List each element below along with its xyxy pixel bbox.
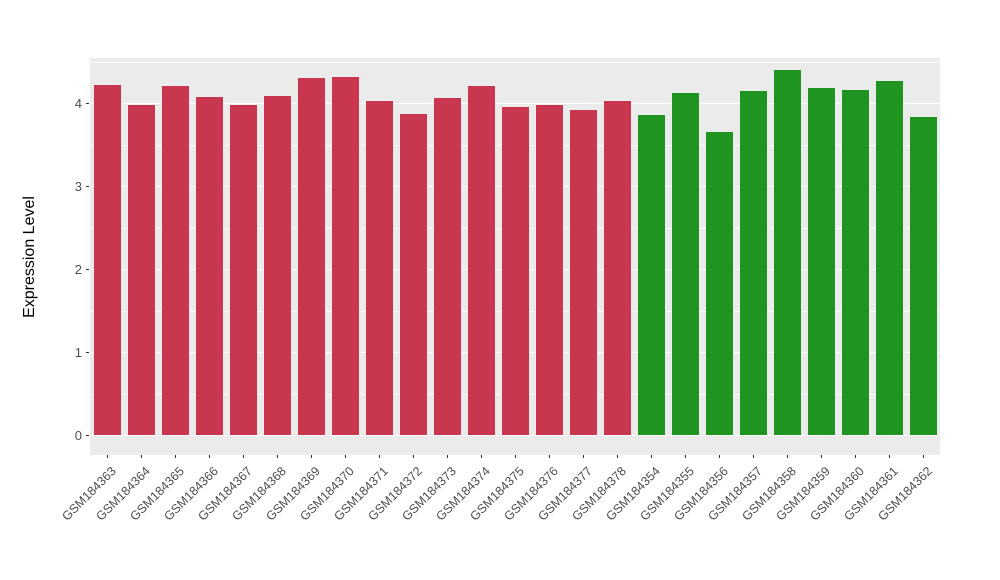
bar-GSM184363	[94, 84, 121, 435]
x-tick-mark	[719, 455, 720, 458]
bar-GSM184356	[706, 132, 733, 435]
x-tick-mark	[379, 455, 380, 458]
x-tick-mark	[107, 455, 108, 458]
bar-GSM184366	[196, 97, 223, 435]
y-tick-label: 2	[74, 262, 82, 277]
bar-GSM184368	[264, 96, 291, 435]
bar-GSM184365	[162, 86, 189, 435]
y-tick-mark	[86, 103, 89, 104]
x-tick-mark	[141, 455, 142, 458]
x-tick-mark	[209, 455, 210, 458]
bar-GSM184359	[808, 88, 835, 435]
x-tick-mark	[651, 455, 652, 458]
x-tick-mark	[175, 455, 176, 458]
x-tick-mark	[889, 455, 890, 458]
bar-GSM184374	[468, 85, 495, 435]
bar-GSM184355	[672, 93, 699, 435]
x-tick-mark	[243, 455, 244, 458]
bar-GSM184354	[638, 114, 665, 435]
x-tick-mark	[685, 455, 686, 458]
bar-GSM184361	[876, 81, 903, 435]
y-tick-mark	[86, 186, 89, 187]
x-tick-mark	[447, 455, 448, 458]
bar-GSM184357	[740, 90, 767, 435]
x-tick-mark	[311, 455, 312, 458]
x-tick-mark	[481, 455, 482, 458]
y-tick-mark	[86, 269, 89, 270]
bar-GSM184372	[400, 113, 427, 435]
x-tick-mark	[787, 455, 788, 458]
x-tick-mark	[753, 455, 754, 458]
x-tick-mark	[855, 455, 856, 458]
bar-GSM184375	[502, 107, 529, 435]
bar-GSM184358	[774, 69, 801, 435]
x-tick-mark	[821, 455, 822, 458]
x-tick-mark	[923, 455, 924, 458]
y-tick-label: 1	[74, 345, 82, 360]
bar-GSM184373	[434, 98, 461, 435]
x-tick-mark	[515, 455, 516, 458]
x-tick-mark	[413, 455, 414, 458]
bar-GSM184369	[298, 78, 325, 435]
bar-GSM184364	[128, 105, 155, 435]
plot-panel	[90, 58, 940, 455]
y-tick-mark	[86, 435, 89, 436]
y-axis-title: Expression Level	[21, 196, 38, 318]
y-tick-mark	[86, 352, 89, 353]
y-tick-label: 0	[74, 428, 82, 443]
gridline-major	[90, 103, 940, 105]
x-tick-mark	[617, 455, 618, 458]
x-tick-mark	[549, 455, 550, 458]
bar-GSM184371	[366, 101, 393, 435]
x-tick-mark	[345, 455, 346, 458]
bar-GSM184367	[230, 105, 257, 435]
bar-GSM184378	[604, 101, 631, 435]
bar-GSM184377	[570, 110, 597, 435]
x-tick-mark	[583, 455, 584, 458]
bar-GSM184370	[332, 77, 359, 435]
gridline-minor	[90, 61, 940, 63]
bar-GSM184376	[536, 104, 563, 435]
x-tick-mark	[277, 455, 278, 458]
bar-GSM184360	[842, 89, 869, 435]
y-tick-label: 4	[74, 96, 82, 111]
bar-GSM184362	[910, 117, 937, 435]
gridline-major	[90, 435, 940, 437]
y-tick-label: 3	[74, 179, 82, 194]
